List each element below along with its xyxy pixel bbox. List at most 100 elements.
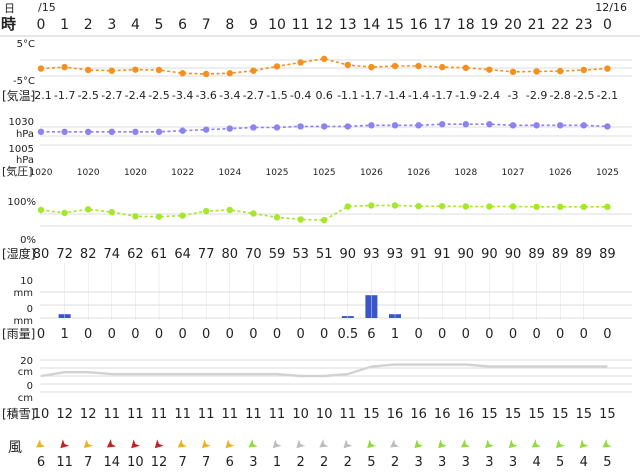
pressure-point-19 [486, 121, 493, 128]
precipitation-value-6: 0 [178, 327, 186, 342]
hour-label-23: 23 [575, 17, 593, 33]
wind-arrow-icon-16 [414, 439, 424, 449]
temperature-value-17: -1.7 [431, 89, 452, 102]
snow-value-21: 15 [528, 407, 545, 422]
pressure-label: [気圧] [2, 164, 33, 178]
hour-label-20: 20 [504, 17, 522, 33]
pressure-unit-bottom: 1005 [9, 144, 34, 155]
precip-unit-mid: mm [14, 288, 33, 299]
precipitation-label: [雨量] [2, 327, 35, 341]
temperature-unit-top: 5°C [17, 39, 35, 50]
snow-value-5: 11 [151, 407, 168, 422]
hour-label-18: 18 [457, 17, 475, 33]
precipitation-value-9: 0 [249, 327, 257, 342]
snow-value-8: 11 [222, 407, 239, 422]
precipitation-value-19: 0 [485, 327, 493, 342]
wind-arrow-icon-14 [367, 439, 376, 449]
humidity-section: 100% 0% [湿度] 80 72 82 74 62 61 64 77 80 70 59 53 51 9… [2, 197, 632, 262]
humidity-point-14 [368, 202, 375, 209]
wind-value-23: 4 [580, 455, 588, 470]
humidity-value-3: 74 [104, 247, 121, 262]
humidity-value-20: 90 [505, 247, 522, 262]
hour-label-3: 3 [107, 17, 116, 33]
pressure-point-10 [273, 124, 281, 131]
pressure-point-9 [250, 124, 257, 131]
pressure-point-0 [37, 128, 45, 135]
wind-arrow-icon-2 [83, 439, 93, 449]
wind-value-14: 5 [367, 455, 375, 470]
humidity-point-5 [155, 213, 163, 220]
temperature-value-14: -1.7 [361, 89, 382, 102]
humidity-point-6 [179, 212, 186, 219]
temperature-point-20 [509, 68, 517, 76]
pressure-section: 1030 hPa 1005 hPa [気圧] 1020 1020 1020 1022 1… [2, 117, 632, 178]
pressure-value-20: 1027 [502, 168, 525, 178]
temperature-point-4 [132, 66, 139, 73]
pressure-point-13 [344, 123, 351, 130]
temperature-value-19: -2.4 [479, 89, 500, 102]
hour-label-22: 22 [551, 17, 569, 33]
wind-value-9: 3 [249, 455, 257, 470]
day-label: 日 [4, 2, 15, 15]
temperature-point-16 [415, 62, 422, 70]
temperature-point-21 [533, 68, 540, 75]
wind-value-1: 11 [56, 455, 73, 470]
wind-arrow-icon-3 [106, 439, 117, 448]
wind-arrow-icon-8 [225, 439, 235, 449]
snow-value-11: 10 [292, 407, 309, 422]
pressure-point-15 [391, 122, 399, 129]
hour-lines [64, 263, 585, 320]
temperature-value-15: -1.4 [384, 89, 405, 102]
humidity-point-7 [203, 207, 210, 215]
humidity-value-13: 90 [340, 247, 357, 262]
wind-arrow-icon-5 [154, 439, 164, 449]
temperature-point-22 [557, 67, 564, 75]
temperature-value-9: -2.7 [243, 89, 264, 102]
pressure-point-4 [132, 128, 139, 135]
humidity-value-10: 59 [269, 247, 286, 262]
humidity-point-11 [297, 216, 304, 223]
temperature-value-11: -0.4 [290, 89, 311, 102]
pressure-point-6 [179, 127, 186, 134]
precipitation-value-24: 0 [603, 327, 611, 342]
temperature-point-1 [61, 63, 68, 71]
temperature-value-18: -1.9 [455, 89, 476, 102]
precipitation-value-13: 0.5 [337, 327, 358, 342]
temperature-point-23 [580, 66, 587, 74]
snow-section: 20 cm 0 cm [積雪] 10 12 12 11 11 11 11 11 11 11 11 10… [2, 356, 632, 422]
pressure-value-24: 1025 [596, 168, 619, 178]
temperature-point-5 [155, 66, 163, 74]
temperature-point-2 [85, 66, 92, 74]
wind-arrow-icon-6 [177, 439, 187, 448]
snow-value-2: 12 [80, 407, 97, 422]
pressure-point-11 [297, 123, 304, 130]
precipitation-value-18: 0 [462, 327, 470, 342]
snow-unit-mid: cm [18, 367, 33, 378]
humidity-value-19: 90 [481, 247, 498, 262]
wind-arrow-icon-24 [602, 439, 612, 448]
precipitation-value-22: 0 [556, 327, 564, 342]
snow-value-0: 10 [33, 407, 50, 422]
humidity-value-0: 80 [33, 247, 50, 262]
snow-value-1: 12 [56, 407, 73, 422]
pressure-unit-mid2: hPa [16, 155, 34, 166]
humidity-unit-bottom: 0% [20, 235, 36, 246]
precipitation-value-17: 0 [438, 327, 446, 342]
temperature-point-3 [108, 67, 116, 74]
snow-unit-bottom: cm [18, 393, 33, 404]
pressure-point-20 [509, 122, 517, 129]
wind-arrow-icon-4 [131, 439, 140, 449]
pressure-point-22 [557, 122, 564, 129]
humidity-point-22 [557, 203, 564, 211]
humidity-point-1 [61, 209, 68, 216]
pressure-point-2 [85, 128, 92, 135]
pressure-value-2: 1020 [77, 168, 100, 178]
snow-value-12: 10 [316, 407, 333, 422]
wind-arrow-icon-7 [201, 439, 211, 449]
precipitation-value-11: 0 [296, 327, 304, 342]
pressure-value-18: 1028 [454, 168, 477, 178]
wind-value-12: 2 [320, 455, 328, 470]
wind-arrow-icon-0 [36, 439, 46, 448]
wind-value-13: 2 [344, 455, 352, 470]
humidity-point-3 [108, 208, 116, 216]
